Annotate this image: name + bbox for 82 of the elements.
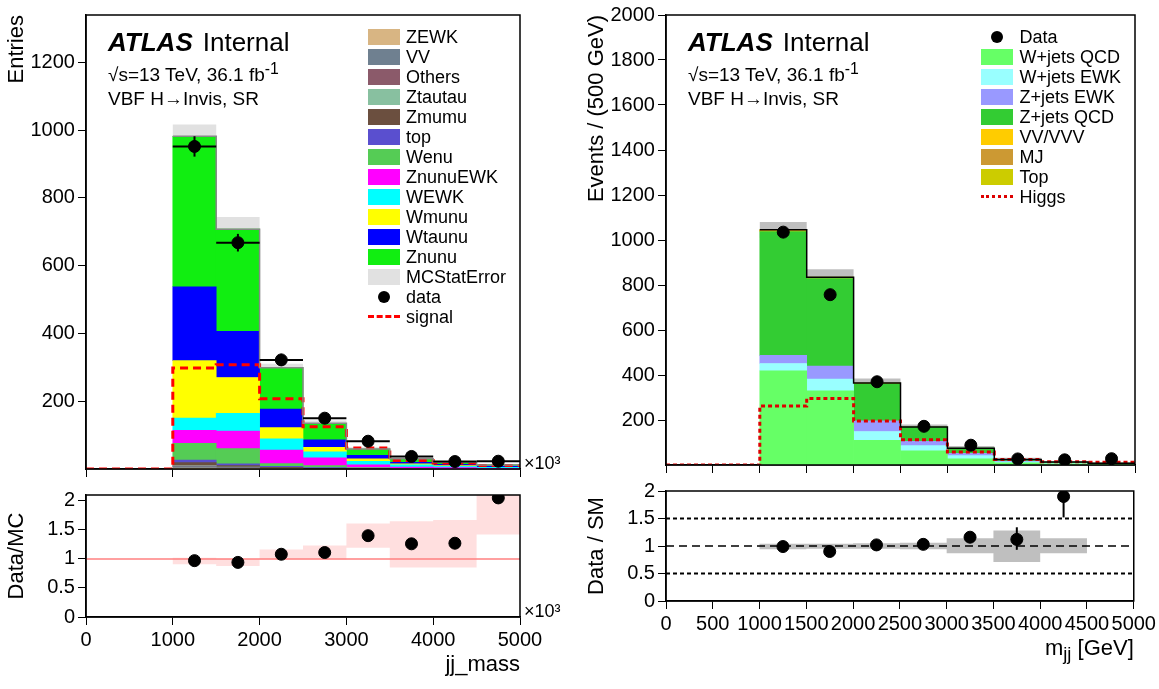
y-tick-label: 600	[41, 253, 75, 276]
annotation: √s=13 TeV, 36.1 fb$^{-1}$	[688, 60, 860, 87]
y-tick-label: 1	[643, 533, 655, 556]
legend-label: Znunu	[405, 247, 458, 267]
legend-label: MJ	[1019, 147, 1044, 167]
x-tick-label: 1500	[784, 611, 829, 634]
y-tick-label: 1000	[30, 117, 75, 140]
annotation: ATLAS	[688, 27, 773, 57]
legend-label: Top	[1019, 167, 1049, 187]
y-tick-label: 0.5	[627, 561, 655, 584]
x-tick-label: 1000	[737, 611, 782, 634]
legend-label: ZnunuEWK	[405, 167, 499, 187]
x-tick-label: 2000	[237, 627, 282, 650]
x-axis-title: m$_{jj}$ [GeV]	[1044, 635, 1134, 666]
y-tick-label: 200	[621, 407, 655, 430]
y-tick-label: 1400	[610, 137, 655, 160]
legend-label: VV/VVV	[1019, 127, 1085, 147]
x-tick-label: 500	[696, 611, 730, 634]
x-tick-label: 5000	[497, 627, 543, 650]
legend-label: WEWK	[405, 187, 464, 207]
y-tick-label: 1200	[30, 49, 75, 72]
y-axis-title: Data / SM	[583, 497, 609, 595]
x-tick-label: 2000	[830, 611, 876, 634]
legend-label: Wenu	[405, 147, 453, 167]
x-tick-label: 1000	[150, 627, 196, 650]
legend-label: signal	[405, 307, 454, 327]
legend-label: MCStatError	[405, 267, 506, 287]
legend-label: W+jets QCD	[1019, 47, 1120, 67]
annotation: Internal	[202, 27, 290, 57]
y-tick-label: 1800	[610, 47, 655, 70]
legend-label: Data	[1019, 27, 1058, 47]
y-tick-label: 1.5	[47, 517, 75, 540]
y-tick-label: 800	[41, 185, 75, 208]
y-tick-label: 1000	[610, 227, 655, 250]
legend-label: Zmumu	[405, 107, 467, 127]
y-axis-title: Events / (500 GeV)	[583, 15, 609, 203]
x-tick-label: 3000	[324, 627, 369, 650]
y-tick-label: 1	[63, 546, 75, 569]
annotation: VBF H→Invis, SR	[108, 88, 260, 111]
legend-label: Wmunu	[405, 207, 468, 227]
legend-label: top	[405, 127, 432, 147]
legend-label: Higgs	[1019, 187, 1066, 207]
x-tick-label: 0	[80, 627, 92, 650]
legend-label: ZEWK	[405, 27, 458, 47]
x-tick-label: 4000	[1017, 611, 1063, 634]
legend-label: Ztautau	[405, 87, 468, 107]
y-tick-label: 0	[643, 588, 655, 611]
annotation: VBF H→Invis, SR	[688, 88, 840, 111]
legend-label: data	[405, 287, 442, 307]
text: ×10³	[524, 601, 561, 622]
annotation: ATLAS	[108, 27, 193, 57]
x-tick-label: 4500	[1064, 611, 1110, 634]
y-tick-label: 800	[621, 272, 655, 295]
x-tick-label: 3000	[924, 611, 969, 634]
y-axis-title: Data/MC	[3, 512, 29, 600]
legend-label: W+jets EWK	[1019, 67, 1121, 87]
legend-label: VV	[405, 47, 430, 67]
legend-label: Others	[405, 67, 461, 87]
y-tick-label: 0.5	[47, 575, 75, 598]
y-tick-label: 200	[41, 388, 75, 411]
y-tick-label: 1200	[610, 182, 655, 205]
y-tick-label: 400	[41, 320, 75, 343]
x-tick-label: 0	[660, 611, 672, 634]
y-tick-label: 400	[621, 362, 655, 385]
x-tick-label: 5000	[1111, 611, 1156, 634]
x-tick-label: 2500	[877, 611, 923, 634]
x-tick-label: 4000	[410, 627, 456, 650]
legend-label: Z+jets QCD	[1019, 107, 1115, 127]
annotation: √s=13 TeV, 36.1 fb$^{-1}$	[108, 60, 280, 87]
x-tick-label: 3500	[971, 611, 1016, 634]
legend-label: Z+jets EWK	[1019, 87, 1116, 107]
y-tick-label: 2	[63, 488, 75, 511]
text: ×10³	[524, 453, 561, 474]
y-tick-label: 600	[621, 317, 655, 340]
legend-label: Wtaunu	[405, 227, 469, 247]
y-tick-label: 2	[643, 478, 655, 501]
y-axis-title: Entries	[3, 15, 29, 84]
x-axis-title: jj_mass	[445, 651, 520, 677]
annotation: Internal	[782, 27, 870, 57]
y-tick-label: 2000	[610, 2, 655, 25]
y-tick-label: 1.5	[627, 506, 655, 529]
y-tick-label: 1600	[610, 92, 655, 115]
